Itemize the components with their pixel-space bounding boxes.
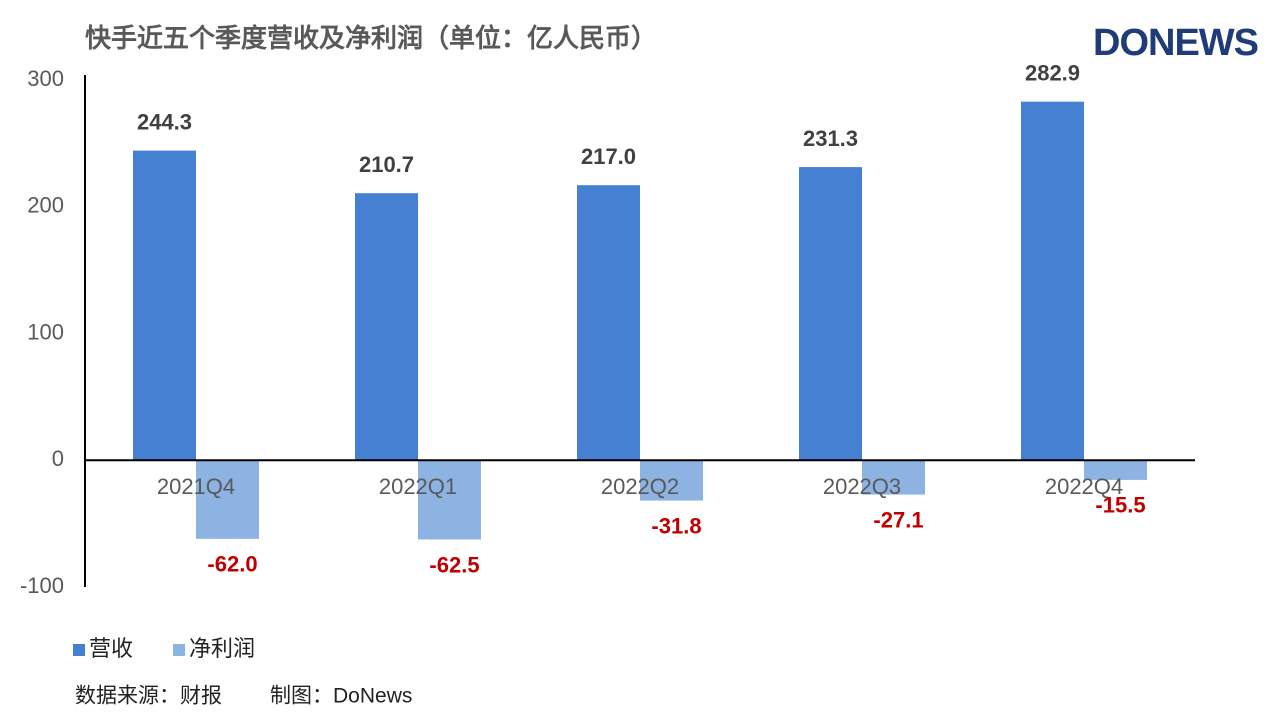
legend-swatch xyxy=(173,644,186,656)
bar xyxy=(640,460,703,501)
bar xyxy=(418,460,481,540)
bar xyxy=(1084,460,1147,480)
data-label: -15.5 xyxy=(1095,493,1145,518)
data-label: 210.7 xyxy=(359,152,414,177)
data-label: -62.0 xyxy=(207,552,257,577)
data-label: -31.8 xyxy=(651,513,701,538)
y-tick-label: 0 xyxy=(52,446,64,471)
y-tick-label: 200 xyxy=(27,193,64,218)
x-tick-label: 2022Q3 xyxy=(823,474,901,499)
data-label: 244.3 xyxy=(137,109,192,134)
bar xyxy=(1021,101,1084,461)
credit: 制图：DoNews xyxy=(270,685,412,708)
bar xyxy=(355,193,418,461)
logo: DONEWS xyxy=(1093,22,1258,64)
bar xyxy=(196,460,259,539)
data-label: -27.1 xyxy=(873,507,923,532)
legend-swatch xyxy=(73,644,85,656)
data-label: -62.5 xyxy=(429,552,479,577)
y-tick-label: -100 xyxy=(20,573,64,598)
y-tick-label: 300 xyxy=(27,66,64,91)
x-tick-label: 2021Q4 xyxy=(157,474,235,499)
bar xyxy=(133,150,196,461)
data-label: 217.0 xyxy=(581,144,636,169)
chart-title: 快手近五个季度营收及净利润（单位：亿人民币） xyxy=(85,23,657,53)
source: 数据来源：财报 xyxy=(75,685,222,708)
x-tick-label: 2022Q2 xyxy=(601,474,679,499)
bar xyxy=(799,167,862,461)
legend-label: 净利润 xyxy=(189,636,255,661)
x-tick-label: 2022Q4 xyxy=(1045,474,1123,499)
legend-label: 营收 xyxy=(89,636,133,661)
data-label: 231.3 xyxy=(803,126,858,151)
bar xyxy=(577,185,640,461)
data-label: 282.9 xyxy=(1025,60,1080,85)
bar xyxy=(862,460,925,495)
y-tick-label: 100 xyxy=(27,319,64,344)
x-tick-label: 2022Q1 xyxy=(379,474,457,499)
